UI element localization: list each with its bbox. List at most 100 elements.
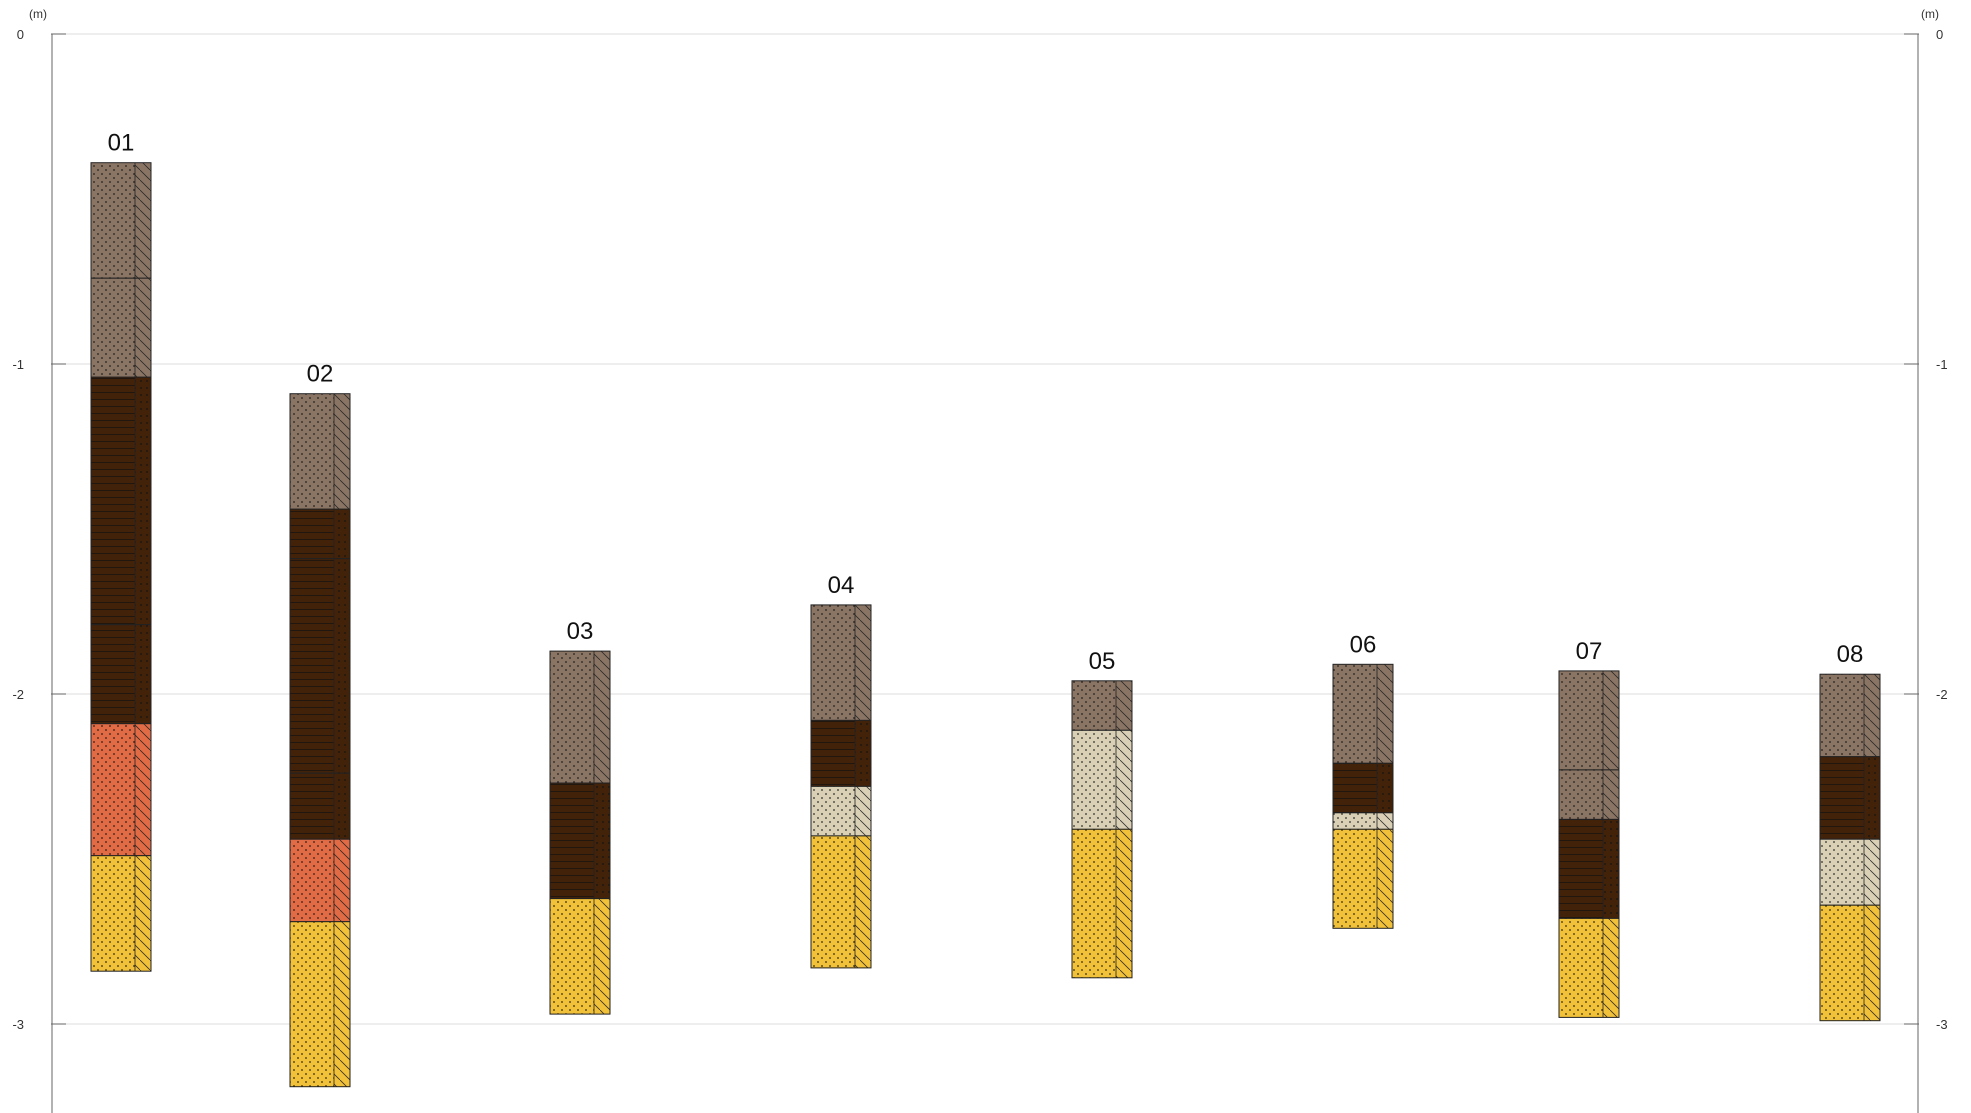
right-axis-unit: (m): [1921, 7, 1939, 21]
right-tick-label-0: 0: [1936, 27, 1943, 42]
layer-05-2-light-sand: [1071, 729, 1133, 830]
layer-texture: [811, 835, 855, 968]
borehole-column-08: 08: [1819, 641, 1881, 1022]
layer-texture: [1333, 812, 1377, 830]
column-label-05: 05: [1089, 648, 1116, 675]
layer-04-3-light-sand: [810, 785, 872, 837]
layer-texture: [91, 377, 135, 625]
layer-strip-texture: [855, 720, 871, 787]
columns-layer: 01 02 03 04 05 06 07 08: [90, 130, 1881, 1088]
layer-03-2-dark-peat: [549, 782, 611, 900]
layer-strip-texture: [334, 393, 350, 510]
layer-texture: [290, 921, 334, 1087]
right-tick-label-1: -1: [1936, 357, 1948, 372]
layer-07-3-dark-peat: [1558, 818, 1620, 919]
layer-08-3-light-sand: [1819, 838, 1881, 906]
layer-texture: [290, 773, 334, 840]
layer-border: [810, 835, 872, 969]
layer-texture: [91, 723, 135, 856]
axis-layer: (m) (m) 0 0 -1 -1 -2 -2 -3 -3: [12, 7, 1948, 1113]
layer-02-4-dark-peat: [289, 772, 351, 840]
layer-04-4-yellow-sand: [810, 835, 872, 969]
layer-texture: [1820, 905, 1864, 1021]
layer-texture: [290, 558, 334, 774]
layer-strip-texture: [1864, 905, 1880, 1021]
layer-strip-texture: [594, 898, 610, 1015]
layer-texture: [811, 786, 855, 836]
column-label-07: 07: [1576, 638, 1603, 665]
layer-07-4-yellow-sand: [1558, 917, 1620, 1018]
layer-texture: [1820, 839, 1864, 906]
layer-strip-texture: [1864, 756, 1880, 840]
layer-strip-texture: [1864, 674, 1880, 757]
layer-08-4-yellow-sand: [1819, 904, 1881, 1022]
layer-02-5-orange-clay: [289, 838, 351, 923]
layer-texture: [550, 783, 594, 899]
layer-border: [90, 855, 152, 972]
layer-02-2-dark-peat: [289, 508, 351, 560]
layer-strip-texture: [334, 509, 350, 559]
layer-01-3-dark-peat: [90, 376, 152, 626]
layer-02-3-dark-peat: [289, 558, 351, 774]
layer-02-6-yellow-sand: [289, 921, 351, 1088]
layer-texture: [1820, 756, 1864, 840]
layer-texture: [550, 898, 594, 1015]
layer-strip-texture: [1116, 680, 1132, 731]
layer-texture: [91, 162, 135, 279]
layer-07-2-brown-sandy: [1558, 769, 1620, 820]
layer-03-1-brown-sandy: [549, 650, 611, 784]
left-tick-label-1: -1: [12, 357, 24, 372]
borehole-column-03: 03: [549, 618, 611, 1015]
borehole-column-06: 06: [1332, 631, 1394, 929]
layer-strip-texture: [135, 278, 151, 378]
layer-01-1-brown-sandy: [90, 162, 152, 279]
layer-04-1-brown-sandy: [810, 604, 872, 721]
layer-strip-texture: [135, 624, 151, 724]
right-tick-label-2: -2: [1936, 687, 1948, 702]
layer-strip-texture: [135, 723, 151, 856]
layer-strip-texture: [135, 377, 151, 625]
column-label-06: 06: [1350, 631, 1377, 658]
borehole-column-04: 04: [810, 572, 872, 969]
layer-strip-texture: [594, 783, 610, 899]
left-axis-unit: (m): [29, 7, 47, 21]
layer-08-1-brown-sandy: [1819, 673, 1881, 758]
layer-strip-texture: [135, 855, 151, 972]
layer-strip-texture: [855, 835, 871, 968]
layer-strip-texture: [334, 558, 350, 774]
layer-strip-texture: [594, 651, 610, 784]
layer-texture: [811, 720, 855, 787]
layer-strip-texture: [1603, 670, 1619, 770]
layer-texture: [1072, 829, 1116, 978]
layer-border: [549, 898, 611, 1015]
layer-08-2-dark-peat: [1819, 756, 1881, 840]
layer-texture: [1559, 670, 1603, 770]
column-label-08: 08: [1837, 641, 1864, 668]
left-tick-label-2: -2: [12, 687, 24, 702]
layer-strip-texture: [1864, 839, 1880, 906]
layer-border: [1558, 917, 1620, 1018]
layer-strip-texture: [855, 786, 871, 836]
layer-border: [1071, 828, 1133, 979]
layer-strip-texture: [1603, 918, 1619, 1018]
column-label-01: 01: [108, 130, 135, 157]
left-tick-label-0: 0: [17, 27, 24, 42]
layer-texture: [811, 604, 855, 721]
layer-texture: [1820, 674, 1864, 757]
layer-05-1-brown-sandy: [1071, 680, 1133, 731]
column-label-02: 02: [307, 361, 334, 388]
layer-strip-texture: [1377, 812, 1393, 830]
borehole-column-01: 01: [90, 130, 152, 972]
layer-03-3-yellow-sand: [549, 898, 611, 1015]
layer-strip-texture: [135, 162, 151, 279]
layer-strip-texture: [1603, 819, 1619, 919]
column-label-04: 04: [828, 572, 855, 599]
layer-texture: [290, 393, 334, 510]
layer-01-2-brown-sandy: [90, 277, 152, 378]
layer-texture: [1333, 664, 1377, 764]
layer-texture: [91, 624, 135, 724]
borehole-column-05: 05: [1071, 648, 1133, 979]
column-label-03: 03: [567, 618, 594, 645]
layer-06-1-brown-sandy: [1332, 663, 1394, 764]
